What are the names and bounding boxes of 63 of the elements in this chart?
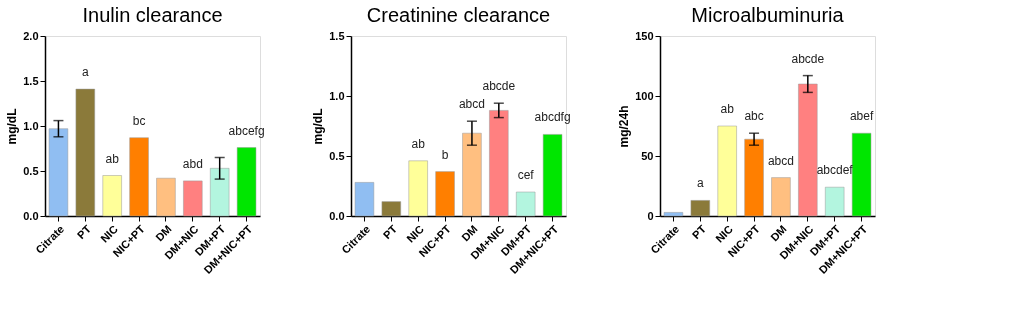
- chart-title: Microalbuminuria: [691, 4, 845, 26]
- bar: [102, 175, 122, 217]
- y-tick-label: 1.0: [329, 89, 345, 102]
- y-tick-label: 1.0: [23, 119, 39, 132]
- data-label: abc: [744, 109, 764, 124]
- x-tick-label: PT: [380, 222, 400, 242]
- bar: [542, 134, 563, 217]
- bar: [489, 110, 509, 217]
- y-tick-label: 0.0: [329, 209, 345, 222]
- x-tick-label: PT: [74, 222, 94, 242]
- bar: [129, 137, 149, 217]
- y-axis-title: mg/24h: [617, 105, 632, 148]
- y-tick-label: 150: [635, 29, 654, 42]
- y-tick-label: 0.0: [23, 209, 39, 222]
- bar: [516, 191, 536, 217]
- bar: [236, 147, 257, 217]
- bar: [75, 88, 95, 217]
- bar: [798, 83, 818, 217]
- bar: [825, 186, 845, 217]
- bar: [210, 168, 230, 217]
- bar: [408, 160, 428, 217]
- bar: [663, 212, 684, 217]
- bar: [156, 177, 176, 217]
- data-label: ab: [720, 102, 735, 116]
- data-label: abd: [182, 156, 203, 171]
- y-axis-title: mg/dL: [311, 108, 326, 145]
- y-tick-label: 1.5: [329, 29, 345, 42]
- bar: [48, 128, 69, 217]
- y-tick-label: 50: [641, 149, 654, 162]
- y-tick-label: 1.5: [23, 74, 39, 87]
- bar: [851, 132, 872, 217]
- data-label: abcefg: [228, 123, 265, 138]
- data-label: cef: [517, 168, 535, 182]
- bar: [771, 177, 791, 217]
- bar: [435, 171, 455, 217]
- bar: [381, 201, 401, 217]
- data-label: abcde: [791, 51, 825, 66]
- chart-title: Creatinine clearance: [366, 4, 551, 26]
- y-tick-label: 0.5: [23, 164, 39, 177]
- data-label: ab: [105, 151, 120, 166]
- bar: [717, 125, 737, 217]
- x-tick-label: PT: [689, 222, 709, 242]
- bar: [462, 132, 482, 217]
- bar: [354, 182, 375, 217]
- data-label: a: [696, 176, 704, 191]
- data-label: abcdfg: [534, 110, 571, 125]
- data-label: abef: [849, 109, 874, 124]
- y-tick-label: 100: [635, 89, 654, 102]
- y-tick-label: 0.5: [329, 149, 345, 162]
- y-tick-label: 0: [647, 209, 654, 222]
- bar: [744, 138, 764, 217]
- chart-title: Inulin clearance: [82, 4, 223, 26]
- bar: [183, 180, 203, 217]
- bar: [690, 200, 710, 217]
- data-label: abcde: [482, 79, 516, 94]
- data-label: a: [81, 65, 89, 80]
- data-label: abcd: [767, 153, 794, 168]
- data-label: b: [441, 147, 449, 162]
- y-axis-title: mg/dL: [5, 108, 20, 145]
- data-label: bc: [132, 113, 146, 128]
- data-label: ab: [411, 136, 426, 151]
- data-label: abcd: [458, 97, 485, 112]
- y-tick-label: 2.0: [23, 29, 39, 42]
